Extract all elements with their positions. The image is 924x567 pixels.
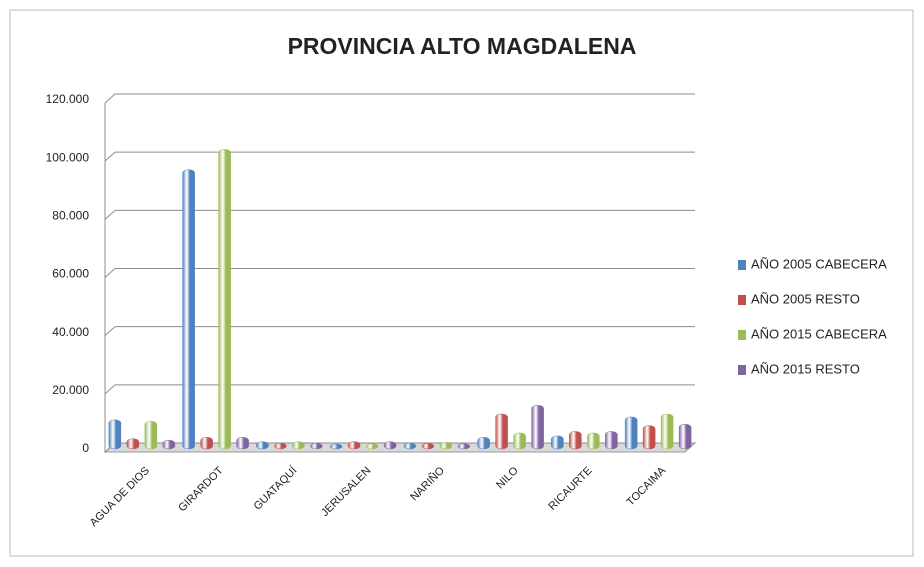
bar xyxy=(162,439,176,450)
grid-line-side xyxy=(104,326,116,337)
grid-line-side xyxy=(104,384,116,395)
bar xyxy=(642,425,656,450)
legend-label: AÑO 2005 CABECERA xyxy=(751,256,887,271)
grid-line-side xyxy=(104,268,116,278)
bar xyxy=(439,441,453,450)
y-tick-label: 60.000 xyxy=(52,267,89,281)
y-tick-label: 0 xyxy=(82,441,89,455)
legend-label: AÑO 2015 CABECERA xyxy=(751,326,887,341)
legend-label: AÑO 2005 RESTO xyxy=(751,291,860,306)
bar xyxy=(569,431,582,450)
legend-swatch xyxy=(738,365,746,375)
bar xyxy=(678,423,692,450)
bar xyxy=(200,437,213,450)
grid-line-side xyxy=(104,209,116,220)
grid-line-side xyxy=(104,151,116,162)
grid-line-side xyxy=(104,93,116,104)
y-tick-label: 20.000 xyxy=(52,383,89,397)
bar xyxy=(457,443,471,450)
bar xyxy=(108,419,122,450)
bar xyxy=(495,413,508,450)
bar xyxy=(126,438,140,450)
bar xyxy=(383,441,397,450)
bar xyxy=(605,431,618,450)
bar xyxy=(292,441,305,450)
bar xyxy=(513,432,526,450)
bar xyxy=(587,432,600,450)
bar xyxy=(144,421,158,450)
bar xyxy=(182,169,195,450)
bar xyxy=(347,441,361,450)
bar xyxy=(329,443,343,450)
bar xyxy=(531,405,544,450)
y-tick-label: 120.000 xyxy=(46,92,90,106)
bar xyxy=(236,437,249,450)
legend-swatch xyxy=(738,295,746,305)
bar xyxy=(624,416,638,450)
legend-label: AÑO 2015 RESTO xyxy=(751,361,860,376)
y-tick-label: 40.000 xyxy=(52,325,89,339)
legend-swatch xyxy=(738,330,746,340)
legend-swatch xyxy=(738,260,746,270)
bar xyxy=(365,443,379,450)
y-tick-label: 100.000 xyxy=(46,150,90,164)
bar xyxy=(403,442,417,450)
bar xyxy=(421,443,435,450)
y-tick-label: 80.000 xyxy=(52,209,89,223)
bar xyxy=(660,413,674,450)
bar xyxy=(256,441,269,450)
chart-title: PROVINCIA ALTO MAGDALENA xyxy=(288,33,637,59)
chart-frame xyxy=(9,9,914,557)
bar xyxy=(551,435,564,450)
bar xyxy=(218,149,231,450)
bar xyxy=(310,442,323,450)
bar xyxy=(477,437,490,450)
bar xyxy=(274,442,287,450)
